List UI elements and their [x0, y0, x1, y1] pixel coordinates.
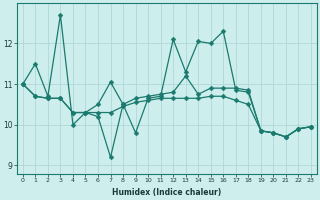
X-axis label: Humidex (Indice chaleur): Humidex (Indice chaleur) [112, 188, 221, 197]
